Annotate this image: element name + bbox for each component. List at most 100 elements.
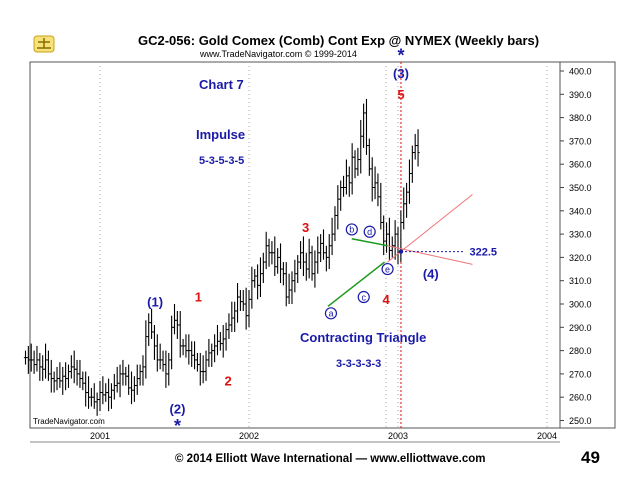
price-bar bbox=[132, 376, 136, 402]
price-bar bbox=[276, 248, 280, 274]
svg-text:e: e bbox=[385, 264, 390, 274]
price-bar bbox=[167, 352, 171, 386]
price-bar bbox=[192, 341, 197, 370]
price-bar bbox=[304, 252, 308, 281]
y-tick-label: 360.0 bbox=[569, 160, 592, 170]
price-bar bbox=[350, 143, 354, 195]
price-bar bbox=[382, 215, 386, 256]
price-bar bbox=[23, 350, 28, 365]
price-bar bbox=[106, 378, 111, 412]
triangle-pattern-label: 3-3-3-3-3 bbox=[336, 358, 381, 370]
price-bar bbox=[384, 222, 389, 253]
price-bar bbox=[112, 373, 116, 400]
wave-circle-label: a bbox=[324, 307, 338, 320]
impulse-label: Impulse bbox=[196, 127, 245, 142]
price-bar bbox=[267, 238, 271, 267]
price-bar bbox=[55, 366, 59, 391]
price-bar bbox=[407, 159, 412, 204]
price-bar bbox=[46, 350, 51, 381]
price-bar bbox=[353, 150, 357, 179]
price-bar bbox=[149, 308, 154, 339]
svg-text:a: a bbox=[328, 309, 333, 319]
price-bar bbox=[404, 182, 409, 218]
price-bar bbox=[26, 345, 30, 374]
price-bar bbox=[230, 301, 234, 332]
price-bar bbox=[339, 180, 343, 211]
price-bar bbox=[218, 331, 222, 351]
svg-text:d: d bbox=[367, 227, 372, 237]
price-bar bbox=[58, 362, 62, 388]
price-bar bbox=[138, 364, 142, 386]
chart-subtitle: www.TradeNavigator.com © 1999-2014 bbox=[200, 49, 357, 59]
price-bar bbox=[207, 338, 211, 367]
price-bar bbox=[376, 173, 380, 207]
price-bar bbox=[344, 159, 349, 195]
price-bar bbox=[86, 376, 91, 409]
y-tick-label: 320.0 bbox=[569, 253, 592, 263]
x-tick-label: 2003 bbox=[388, 431, 408, 441]
plot-frame bbox=[29, 61, 561, 429]
price-bar bbox=[278, 243, 283, 284]
price-bar bbox=[141, 355, 145, 386]
wave-circle-label: d bbox=[363, 225, 376, 238]
price-bar bbox=[416, 129, 420, 167]
price-bar bbox=[98, 380, 102, 412]
price-bar bbox=[224, 322, 228, 351]
axis-frame bbox=[559, 61, 616, 429]
price-bar bbox=[124, 366, 128, 386]
price-bar bbox=[347, 166, 351, 197]
price-bar bbox=[170, 315, 174, 370]
impulse-pattern-label: 5-3-5-3-5 bbox=[199, 155, 244, 167]
wave-label: 4 bbox=[382, 292, 390, 307]
price-bar bbox=[253, 269, 257, 288]
svg-text:b: b bbox=[349, 225, 354, 235]
price-bar bbox=[373, 166, 377, 200]
price-bar bbox=[287, 273, 291, 304]
x-tick-label: 2002 bbox=[239, 431, 259, 441]
price-bar bbox=[32, 350, 36, 374]
price-bar bbox=[241, 290, 245, 311]
price-bar bbox=[393, 220, 397, 260]
price-bar bbox=[104, 383, 108, 402]
wave-label: 2 bbox=[225, 374, 232, 389]
price-bar bbox=[41, 355, 45, 381]
price-bar bbox=[69, 355, 73, 379]
price-bar bbox=[204, 350, 208, 381]
price-bar bbox=[129, 371, 134, 405]
price-bar bbox=[155, 334, 159, 372]
y-tick-label: 400.0 bbox=[569, 67, 592, 77]
price-bar bbox=[198, 352, 202, 386]
price-bar bbox=[35, 345, 39, 372]
price-bar bbox=[379, 182, 383, 230]
price-bar bbox=[190, 341, 194, 367]
chart-title: GC2-056: Gold Comex (Comb) Cont Exp @ NY… bbox=[138, 33, 540, 48]
price-bar bbox=[319, 234, 323, 263]
wave-label: 1 bbox=[195, 290, 202, 305]
price-bar bbox=[313, 250, 317, 288]
price-bar bbox=[270, 241, 274, 265]
price-bar bbox=[399, 210, 403, 263]
price-bar bbox=[273, 236, 277, 277]
price-bar bbox=[261, 252, 265, 284]
price-bar bbox=[235, 283, 240, 323]
price-bar bbox=[387, 217, 392, 260]
price-bar bbox=[181, 338, 185, 356]
price-bar bbox=[359, 119, 363, 174]
y-tick-label: 280.0 bbox=[569, 346, 592, 356]
price-bar bbox=[247, 290, 251, 328]
wave-label: (1) bbox=[147, 294, 163, 309]
price-bar bbox=[336, 185, 340, 230]
y-tick-label: 370.0 bbox=[569, 136, 592, 146]
price-bar bbox=[161, 350, 165, 372]
price-bar bbox=[301, 236, 306, 277]
wave-label: (2) bbox=[170, 402, 186, 417]
wave-circle-label: e bbox=[381, 262, 394, 276]
price-bar bbox=[158, 343, 162, 370]
price-bar bbox=[264, 231, 268, 270]
price-bar bbox=[118, 364, 122, 398]
price-bar bbox=[367, 138, 371, 176]
red-projection-down bbox=[387, 245, 473, 265]
price-bar bbox=[316, 236, 320, 274]
price-bar bbox=[370, 157, 374, 202]
